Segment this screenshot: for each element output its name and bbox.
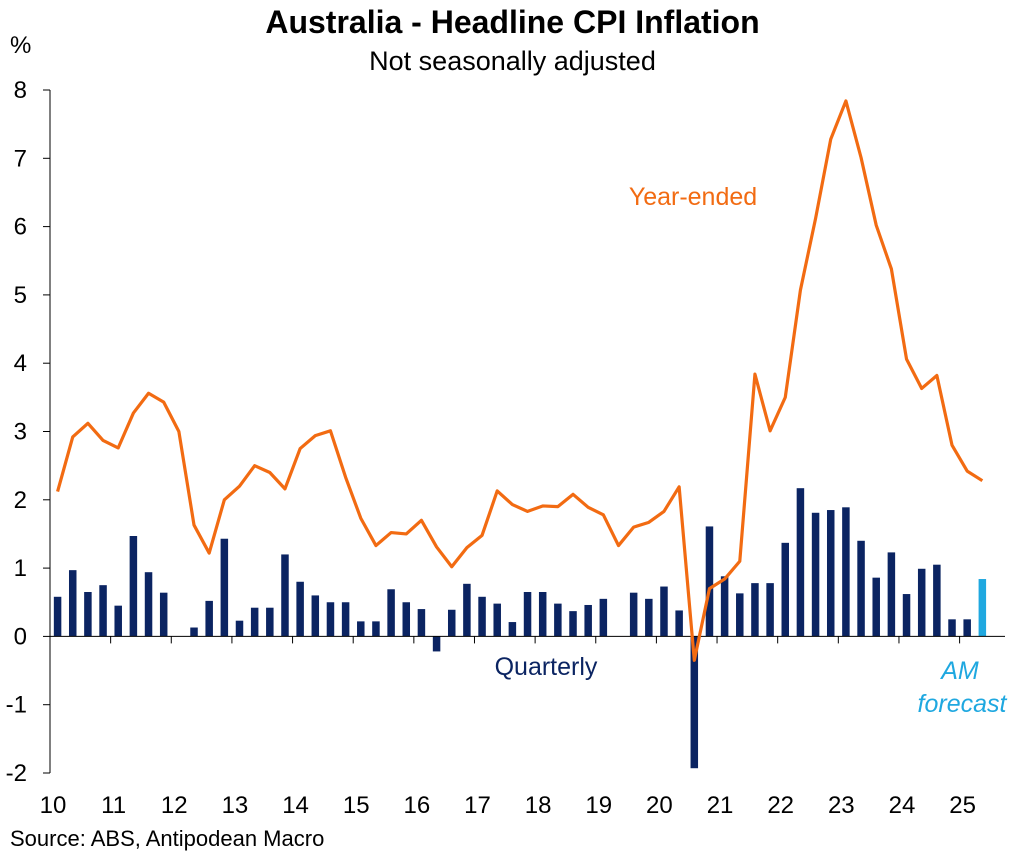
x-tick-label: 16	[403, 792, 430, 819]
x-tick-label: 13	[222, 792, 249, 819]
x-tick-label: 24	[889, 792, 916, 819]
quarterly-bar	[569, 611, 577, 637]
x-tick-label: 21	[707, 792, 734, 819]
quarterly-bar	[220, 538, 229, 637]
quarterly-bar	[129, 536, 138, 637]
y-tick-label: 8	[14, 77, 27, 104]
y-tick-label: 4	[14, 350, 27, 377]
quarterly-bar	[159, 592, 168, 637]
quarterly-bar	[478, 596, 486, 637]
quarterly-bar	[99, 585, 107, 637]
quarterly-bar	[781, 542, 790, 637]
y-tick-label: 7	[14, 145, 27, 172]
x-tick-label: 19	[585, 792, 612, 819]
quarterly-bar	[720, 576, 729, 637]
quarterly-bar	[53, 596, 62, 637]
quarterly-bar	[372, 621, 380, 637]
quarterly-bar	[84, 592, 92, 637]
quarterly-bar	[508, 622, 517, 637]
x-tick-label: 11	[101, 792, 126, 819]
quarterly-bar	[554, 603, 562, 637]
quarterly-bar	[341, 602, 350, 637]
chart-title: Australia - Headline CPI Inflation	[265, 4, 760, 40]
quarterly-bar	[296, 581, 304, 637]
x-tick-label: 12	[161, 792, 188, 819]
quarterly-bar	[660, 586, 668, 637]
quarterly-bar	[326, 602, 335, 637]
quarterly-bar	[902, 594, 911, 637]
x-tick-label: 14	[282, 792, 309, 819]
quarterly-bar	[281, 554, 289, 637]
quarterly-bar	[872, 577, 880, 637]
forecast-bar	[978, 579, 987, 637]
chart-subtitle: Not seasonally adjusted	[369, 46, 656, 76]
quarterly-bar	[629, 592, 638, 637]
quarterly-bar	[584, 604, 592, 637]
forecast-label-line1: AM	[939, 657, 979, 685]
quarterly-label: Quarterly	[495, 653, 598, 681]
quarterly-bar	[948, 619, 956, 637]
x-tick-label: 15	[343, 792, 370, 819]
quarterly-bar	[463, 583, 471, 637]
y-tick-label: 0	[14, 623, 27, 650]
quarterly-bar	[538, 592, 547, 637]
quarterly-bar	[235, 620, 244, 637]
y-tick-label: 5	[14, 282, 27, 309]
quarterly-bar	[144, 572, 153, 637]
x-tick-label: 22	[767, 792, 794, 819]
x-tick-label: 17	[464, 792, 491, 819]
quarterly-bar	[842, 507, 850, 637]
y-axis-unit: %	[10, 32, 32, 59]
x-tick-label: 10	[40, 792, 67, 819]
quarterly-bar	[917, 568, 926, 637]
quarterly-bar	[963, 619, 971, 637]
quarterly-bar	[599, 598, 608, 637]
x-tick-label: 23	[828, 792, 855, 819]
quarterly-bar	[933, 564, 941, 637]
quarterly-bar	[645, 598, 653, 637]
quarterly-bar	[357, 621, 365, 637]
quarterly-bar	[736, 593, 744, 637]
source-note: Source: ABS, Antipodean Macro	[10, 826, 325, 851]
quarterly-bar	[205, 600, 213, 637]
year-ended-line	[56, 99, 984, 662]
y-tick-label: 1	[14, 555, 27, 582]
forecast-label-line2: forecast	[918, 690, 1008, 718]
y-tick-label: 3	[14, 419, 27, 446]
y-tick-label: 2	[14, 487, 27, 514]
quarterly-bar	[523, 592, 532, 637]
quarterly-bar	[675, 610, 683, 637]
quarterly-bar	[250, 607, 259, 637]
quarterly-bar	[311, 595, 320, 637]
quarterly-bar	[811, 512, 820, 637]
y-tick-label: 6	[14, 214, 27, 241]
quarterly-bar	[190, 627, 198, 637]
quarterly-bar	[432, 636, 441, 652]
x-tick-label: 18	[525, 792, 552, 819]
x-tick-label: 20	[646, 792, 673, 819]
year-ended-label: Year-ended	[629, 183, 757, 211]
quarterly-bar	[766, 583, 774, 637]
x-tick-label: 25	[949, 792, 976, 819]
quarterly-bar	[266, 607, 274, 637]
quarterly-bar	[493, 603, 501, 637]
quarterly-bar	[402, 602, 411, 637]
quarterly-bar	[826, 510, 835, 637]
quarterly-bar	[417, 609, 426, 637]
quarterly-bar	[857, 540, 865, 637]
quarterly-bar	[887, 552, 896, 637]
y-tick-label: -1	[6, 692, 27, 719]
quarterly-bar	[751, 583, 759, 637]
quarterly-bar	[796, 488, 805, 637]
quarterly-bar	[705, 526, 714, 637]
quarterly-bar	[68, 570, 77, 637]
quarterly-bar	[114, 605, 122, 637]
y-tick-label: -2	[6, 760, 27, 787]
quarterly-bar	[387, 589, 395, 637]
quarterly-bar	[690, 636, 699, 769]
quarterly-bar	[447, 609, 456, 637]
